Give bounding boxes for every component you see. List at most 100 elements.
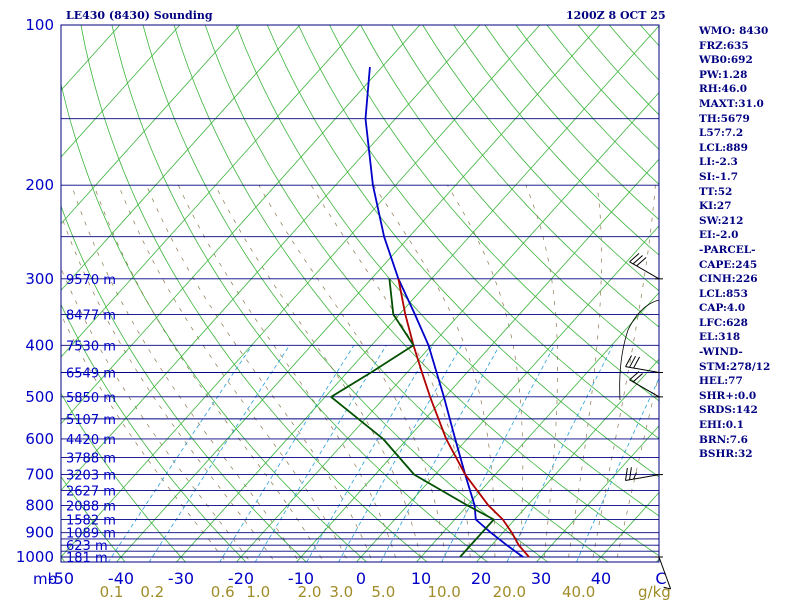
index-item: SI:-1.7 [699, 170, 738, 183]
height-label: 6549 m [66, 367, 116, 382]
mixing-ratio-line [254, 345, 387, 562]
moist-adiabat-line [146, 184, 373, 562]
temperature-tick-label: -20 [228, 569, 254, 588]
temperature-tick-label: -50 [48, 569, 74, 588]
mixing-ratio-line [306, 345, 434, 562]
dry-adiabat-line [671, 25, 800, 568]
mixing-ratio-label: 1.0 [246, 583, 270, 600]
index-item: CINH:226 [699, 273, 758, 286]
dry-adiabat-line [329, 25, 659, 402]
pressure-tick-label: 300 [25, 270, 54, 288]
index-item: LI:-2.3 [699, 156, 738, 169]
moist-adiabat-line [93, 184, 324, 562]
index-item: KI:27 [699, 200, 732, 213]
height-label: 1089 m [66, 527, 116, 542]
moist-adiabat-line [615, 372, 659, 562]
moist-adiabat-line [591, 185, 656, 562]
mixing-ratio-line [506, 345, 614, 562]
isotherm-line [595, 491, 659, 562]
dry-adiabat-line [360, 25, 659, 365]
index-item: HEL:77 [699, 375, 743, 388]
isotherm-line [655, 558, 659, 562]
mixing-ratio-label: 0.1 [100, 583, 124, 600]
mixing-ratio-label: 20.0 [493, 583, 526, 600]
mixing-ratio-line [219, 345, 355, 562]
index-item: CAPE:245 [699, 258, 758, 271]
isotherm-line [61, 25, 361, 358]
isotherm-line [61, 25, 421, 425]
index-item: MAXT:31.0 [699, 97, 764, 110]
index-item: SHR+:0.0 [699, 389, 757, 402]
dry-adiabat-line [61, 392, 187, 562]
index-item: LCL:853 [699, 287, 748, 300]
pressure-tick-label: 900 [25, 524, 54, 542]
index-item: LFC:628 [699, 316, 748, 329]
temperature-tick-label: -30 [168, 569, 194, 588]
temperature-tick-label: C [655, 569, 666, 588]
pressure-tick-label: 600 [25, 430, 54, 448]
indices-list: WMO: 8430 FRZ:635 WB0:692 PW:1.28 RH:46.0 MAX… [699, 24, 770, 462]
isotherm-line [235, 91, 659, 562]
index-item: TH:5679 [699, 112, 750, 125]
index-item: L57:7.2 [699, 127, 744, 140]
isotherm-line [0, 13, 70, 568]
dry-adiabat-line [61, 556, 66, 562]
temperature-tick-label: -40 [108, 569, 134, 588]
dry-adiabat-line [453, 25, 659, 256]
moist-adiabat-line [258, 184, 447, 562]
dry-adiabat-line [640, 25, 659, 47]
index-item: TT:52 [699, 185, 733, 198]
isotherm-line [175, 25, 659, 562]
series-line-temperature [397, 278, 530, 558]
temperature-tick-label: 10 [411, 569, 431, 588]
dry-adiabat-line [0, 25, 9, 568]
wind-barb [625, 467, 663, 481]
index-item: WB0:692 [699, 54, 753, 67]
mixing-ratio-line [148, 345, 290, 562]
dry-adiabat-line [204, 25, 659, 557]
series-line-dewpoint [330, 278, 495, 558]
pressure-tick-label: 200 [25, 176, 54, 194]
dry-adiabat-line [173, 25, 609, 562]
sounding-title: LE430 (8430) Sounding [66, 9, 213, 22]
temperature-tick-label: 40 [591, 569, 611, 588]
index-item: FRZ:635 [699, 39, 749, 52]
height-label: 9570 m [66, 273, 116, 288]
pressure-tick-label: 700 [25, 466, 54, 484]
index-item: -PARCEL- [699, 243, 756, 256]
dry-adiabat-line [702, 25, 800, 568]
mixing-ratio-label: 2.0 [298, 583, 322, 600]
pressure-tick-label: 500 [25, 388, 54, 406]
dry-adiabat-line [61, 303, 247, 562]
dry-adiabat-line [484, 25, 659, 221]
dry-adiabat-line [577, 25, 659, 116]
dry-adiabat-line [111, 25, 489, 562]
isotherm-line [61, 25, 181, 158]
mixing-ratio-line [107, 345, 253, 562]
moist-adiabat-line [447, 184, 524, 562]
moist-adiabat-line [567, 185, 602, 562]
index-item: EL:318 [699, 331, 741, 344]
height-label: 3203 m [66, 469, 116, 484]
dry-adiabat-line [422, 25, 659, 292]
mixing-ratio-line [338, 345, 463, 562]
mixing-ratio-line [441, 345, 555, 562]
mixing-ratio-label: 0.6 [211, 583, 235, 600]
mixing-ratio-line [380, 345, 501, 562]
isotherm-line [415, 291, 659, 562]
dry-adiabat-line [734, 25, 800, 568]
plot-frame [60, 24, 660, 563]
mixing-ratio-label: 5.0 [371, 583, 395, 600]
dry-adiabat-line [266, 25, 659, 478]
wind-barb [629, 253, 663, 280]
dry-adiabat-line [80, 25, 428, 562]
index-item: EHI:0.1 [699, 419, 744, 432]
isotherm-line [0, 13, 10, 568]
index-item: SW:212 [699, 214, 744, 227]
isotherm-line [115, 25, 601, 562]
height-label: 2088 m [66, 499, 116, 514]
dry-adiabat-line [608, 25, 659, 81]
dry-adiabat-line [142, 25, 549, 562]
height-label: 8477 m [66, 308, 116, 323]
index-item: -WIND- [699, 346, 743, 359]
